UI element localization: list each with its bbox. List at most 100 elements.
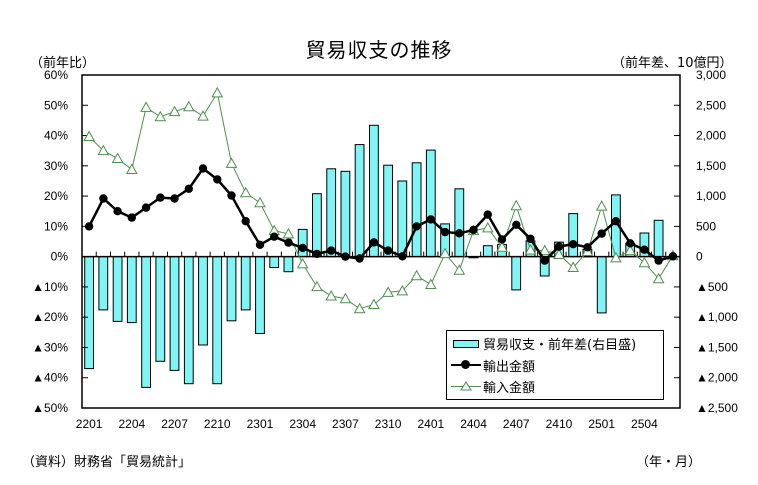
bar xyxy=(454,188,465,258)
right-y-tick-label: 1,000 xyxy=(696,189,726,203)
bar xyxy=(425,149,436,258)
exports-point xyxy=(668,252,678,261)
exports-point xyxy=(569,240,578,249)
bar xyxy=(155,256,166,362)
bar xyxy=(596,256,607,314)
x-tick-label: 2201 xyxy=(76,417,103,431)
exports-point xyxy=(298,243,307,253)
exports-point xyxy=(455,229,464,238)
exports-point xyxy=(198,164,208,173)
bar xyxy=(511,256,522,291)
x-tick-label: 2204 xyxy=(118,417,145,431)
exports-point xyxy=(284,238,293,247)
bar xyxy=(340,170,351,258)
left-y-tick-label: ▲50% xyxy=(32,401,68,415)
x-tick-label: 2304 xyxy=(289,417,316,431)
bar-swatch-icon xyxy=(451,336,481,350)
imports-point xyxy=(538,244,551,256)
x-axis-unit-label: （年・月） xyxy=(636,455,702,470)
labels-layer: 60% 50% 40% 30% 20% 10% 0% ▲10% ▲20% ▲30% ▲40% ▲50%… xyxy=(32,68,738,431)
axes-layer xyxy=(81,74,681,409)
exports-point xyxy=(170,194,179,203)
exports-point xyxy=(383,246,393,255)
exports-point xyxy=(512,220,521,229)
plot-frame xyxy=(81,74,681,409)
imports-point xyxy=(496,241,508,252)
bar xyxy=(226,256,237,322)
x-tick-label: 2404 xyxy=(460,417,487,431)
exports-point xyxy=(99,194,108,203)
bar xyxy=(198,256,208,346)
right-y-tick-label: ▲1,000 xyxy=(696,310,738,324)
right-axis-unit-label: （前年差、10億円） xyxy=(612,56,733,71)
imports-point xyxy=(396,284,409,296)
bar xyxy=(84,256,94,370)
exports-point xyxy=(640,245,649,254)
exports-point xyxy=(483,210,492,219)
legend-label: 輸入金額 xyxy=(483,380,536,396)
left-y-tick-label: 30% xyxy=(44,159,68,173)
chart-title: 貿易収支の推移 xyxy=(305,38,453,62)
right-y-tick-label: ▲1,500 xyxy=(696,340,738,354)
imports-point xyxy=(481,221,494,233)
bar xyxy=(169,256,180,371)
exports-point xyxy=(583,243,592,252)
exports-point xyxy=(255,240,265,249)
imports-point xyxy=(353,302,366,314)
bar xyxy=(255,256,265,335)
exports-point xyxy=(127,213,136,222)
exports-point xyxy=(540,256,549,265)
exports-point xyxy=(84,222,94,231)
x-tick-label: 2307 xyxy=(332,417,359,431)
bar xyxy=(283,256,294,273)
exports-point xyxy=(497,235,507,244)
imports-point xyxy=(510,199,523,211)
bar xyxy=(212,256,223,385)
imports-point xyxy=(225,157,238,168)
bar xyxy=(141,256,151,388)
left-y-tick-label: 60% xyxy=(44,68,68,82)
imports-point xyxy=(182,100,195,112)
left-axis-unit-label: （前年比） xyxy=(30,56,96,71)
bar xyxy=(312,193,322,258)
right-y-tick-label: 1,500 xyxy=(696,159,726,173)
imports-point xyxy=(325,289,338,301)
imports-point xyxy=(311,280,323,292)
exports-point xyxy=(626,239,635,248)
x-tick-label: 2501 xyxy=(588,417,615,431)
bar xyxy=(383,164,394,258)
x-tick-label: 2210 xyxy=(204,417,231,431)
right-y-tick-label: 3,000 xyxy=(696,68,726,82)
exports-point xyxy=(355,254,364,263)
bar xyxy=(482,245,493,258)
left-y-tick-label: ▲10% xyxy=(32,280,68,294)
bar xyxy=(112,256,123,322)
exports-point xyxy=(341,252,350,261)
exports-point xyxy=(227,191,236,200)
exports-point xyxy=(412,222,421,231)
exports-point xyxy=(469,225,478,235)
imports-point xyxy=(111,152,124,164)
left-y-tick-label: ▲40% xyxy=(32,371,68,385)
bar xyxy=(183,256,194,385)
imports-point xyxy=(239,186,252,198)
exports-point xyxy=(611,217,621,226)
bar xyxy=(653,219,664,258)
imports-point xyxy=(197,110,209,121)
exports-point xyxy=(369,238,379,247)
right-y-tick-label: 2,000 xyxy=(696,129,726,143)
imports-point xyxy=(524,243,537,255)
bar xyxy=(326,168,337,258)
left-y-tick-label: ▲20% xyxy=(32,310,68,324)
bar xyxy=(369,124,379,258)
imports-point xyxy=(624,244,637,256)
exports-point xyxy=(597,229,606,238)
legend-item-imports: 輸入金額 xyxy=(447,376,535,396)
legend-label: 貿易収支・前年差(右目盛) xyxy=(483,337,637,353)
left-y-tick-label: 0% xyxy=(51,250,69,264)
bar xyxy=(568,213,579,258)
exports-point xyxy=(327,246,336,255)
x-tick-label: 2407 xyxy=(503,417,530,431)
exports-point xyxy=(141,203,151,212)
